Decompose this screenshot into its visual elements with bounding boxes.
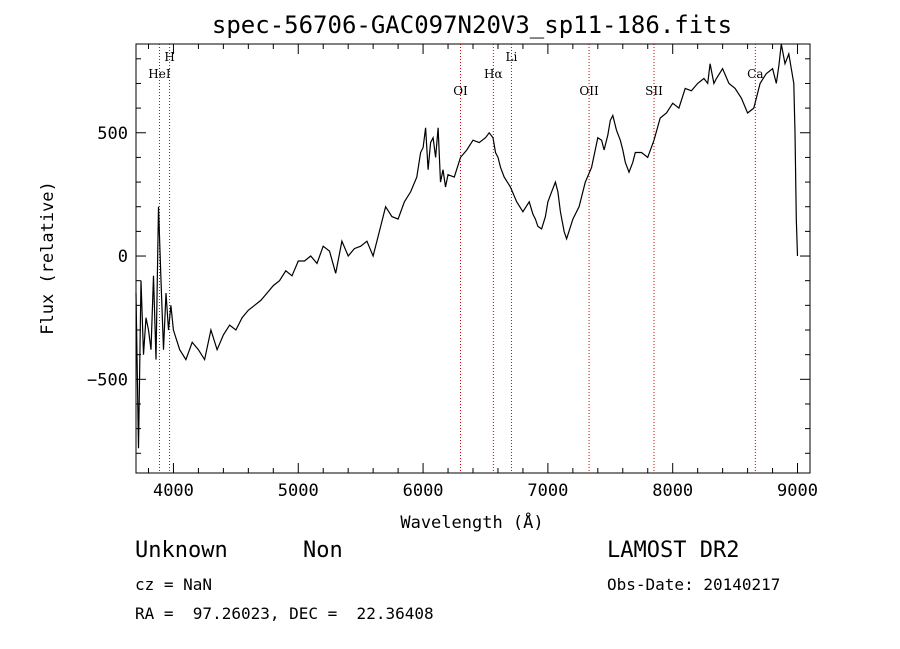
x-tick-label-1: 5000 <box>278 481 319 501</box>
marker-label-2: OI <box>453 84 468 98</box>
x-tick-label-0: 4000 <box>153 481 194 501</box>
x-tick-label-3: 7000 <box>527 481 568 501</box>
spectrum-line <box>135 43 799 449</box>
plot-border <box>135 43 811 474</box>
y-tick-label-2: 500 <box>97 124 128 144</box>
coordinates: RA = 97.26023, DEC = 22.36408 <box>135 604 434 623</box>
chart-title: spec-56706-GAC097N20V3_sp11-186.fits <box>212 11 732 39</box>
redshift-value: cz = NaN <box>135 575 213 594</box>
plot-frame <box>135 43 811 474</box>
y-axis-label: Flux (relative) <box>38 181 58 335</box>
marker-label-6: SII <box>645 84 663 98</box>
object-subclass: Non <box>303 538 343 563</box>
marker-label-4: Li <box>506 50 518 64</box>
marker-label-5: OII <box>579 84 599 98</box>
x-tick-label-2: 6000 <box>403 481 444 501</box>
x-axis-label: Wavelength (Å) <box>400 511 543 533</box>
marker-label-3: Hα <box>484 67 503 81</box>
marker-label-1: H <box>164 50 174 64</box>
x-tick-label-4: 8000 <box>652 481 693 501</box>
object-class: Unknown <box>135 538 228 563</box>
x-tick-label-5: 9000 <box>777 481 818 501</box>
y-tick-label-0: −500 <box>87 370 128 390</box>
marker-label-7: Ca <box>747 67 763 81</box>
survey-name: LAMOST DR2 <box>607 538 740 563</box>
y-tick-label-1: 0 <box>118 247 128 267</box>
observation-date: Obs-Date: 20140217 <box>607 575 781 594</box>
spectrum-chart: spec-56706-GAC097N20V3_sp11-186.fits HeI… <box>38 11 818 533</box>
marker-label-0: HeI <box>148 67 171 81</box>
axis-ticks: 4000 5000 6000 7000 8000 9000 −500 0 500 <box>87 44 818 501</box>
